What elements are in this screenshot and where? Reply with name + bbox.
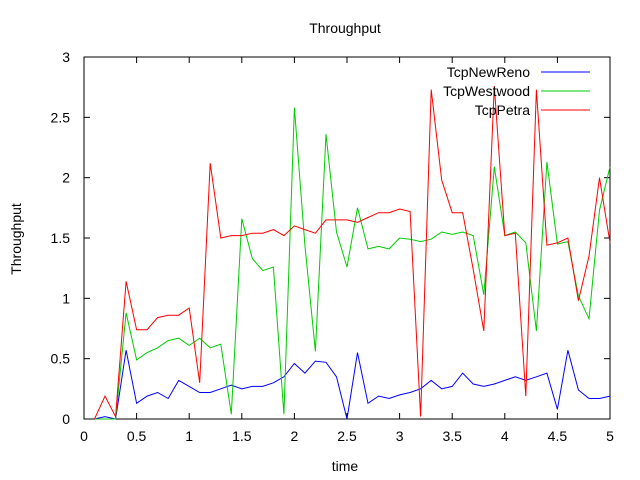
x-tick-label: 0.5 <box>127 428 147 444</box>
x-tick-label: 4.5 <box>548 428 568 444</box>
series-line-tcpwestwood <box>94 107 611 420</box>
legend-label-tcpnewreno: TcpNewReno <box>447 64 530 80</box>
x-tick-label: 3 <box>396 428 404 444</box>
series-line-tcpnewreno <box>94 350 611 420</box>
y-axis: 0 0.5 1 1.5 2 2.5 3 <box>51 49 610 427</box>
legend: TcpNewReno TcpWestwood TcpPetra <box>443 64 590 118</box>
legend-label-tcpwestwood: TcpWestwood <box>443 83 530 99</box>
y-tick-label: 0.5 <box>51 351 71 367</box>
x-axis: 0 0.5 1 1.5 2 2.5 3 3.5 4 4.5 5 <box>80 57 614 444</box>
y-tick-label: 0 <box>62 411 70 427</box>
x-tick-label: 1.5 <box>232 428 252 444</box>
legend-label-tcppetra: TcpPetra <box>475 102 530 118</box>
x-tick-label: 2 <box>291 428 299 444</box>
y-tick-label: 1 <box>62 290 70 306</box>
series-lines <box>94 85 611 420</box>
x-tick-label: 5 <box>606 428 614 444</box>
y-tick-label: 2.5 <box>51 109 71 125</box>
y-tick-label: 1.5 <box>51 230 71 246</box>
x-tick-label: 4 <box>501 428 509 444</box>
y-tick-label: 2 <box>62 170 70 186</box>
x-tick-label: 3.5 <box>442 428 462 444</box>
x-tick-label: 1 <box>185 428 193 444</box>
series-line-tcppetra <box>94 85 611 420</box>
chart-title: Throughput <box>309 20 381 36</box>
x-axis-title: time <box>332 458 359 474</box>
y-axis-title: Throughput <box>8 203 24 275</box>
x-tick-label: 0 <box>80 428 88 444</box>
x-tick-label: 2.5 <box>337 428 357 444</box>
y-tick-label: 3 <box>62 49 70 65</box>
